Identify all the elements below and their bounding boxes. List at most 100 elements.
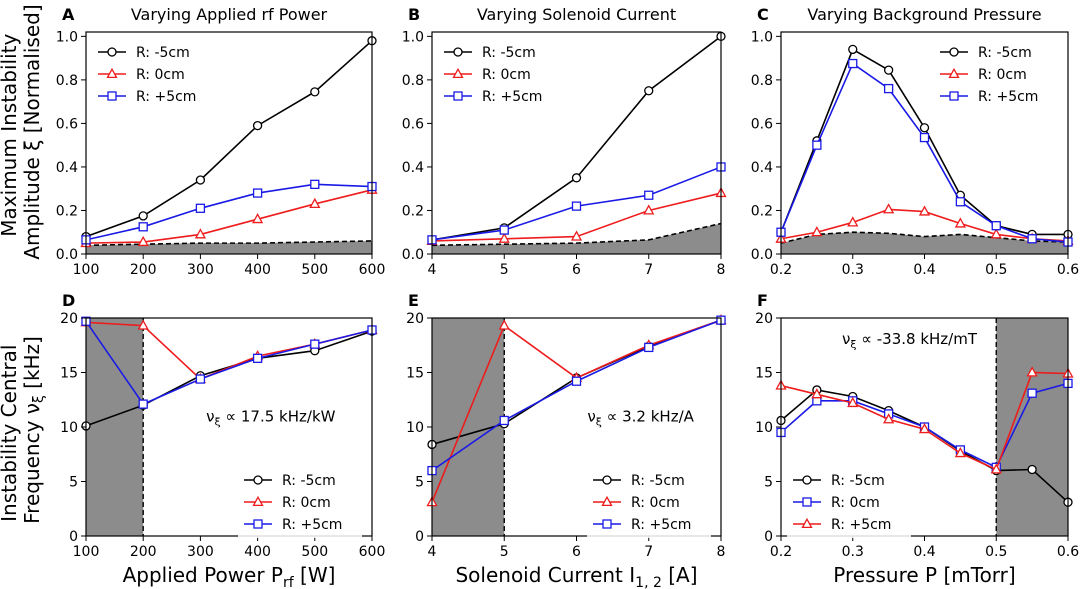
x-tick-label: 5 xyxy=(500,262,509,278)
x-tick-label: 0.4 xyxy=(913,544,935,560)
data-point xyxy=(195,175,206,185)
slope-annotation: νξ ∝ 17.5 kHz/kW xyxy=(206,408,336,429)
x-tick-label: 0.4 xyxy=(913,262,935,278)
data-point xyxy=(571,201,582,211)
y-tick-label: 15 xyxy=(755,366,773,382)
y-tick-label: 0.6 xyxy=(402,116,424,132)
y-tick-label: 0.0 xyxy=(402,247,424,263)
bottom-ylabel-sub: ξ xyxy=(31,395,47,403)
data-point xyxy=(571,376,582,386)
x-tick-label: 600 xyxy=(359,544,386,560)
data-point xyxy=(571,173,582,183)
x-tick-label: 100 xyxy=(73,262,100,278)
legend-marker xyxy=(949,47,959,57)
data-point xyxy=(990,228,1002,239)
data-point xyxy=(137,319,149,330)
noise-floor-area xyxy=(86,240,372,254)
data-point xyxy=(955,197,966,207)
legend-marker xyxy=(107,47,117,57)
data-point xyxy=(138,222,148,232)
data-point xyxy=(138,211,148,221)
y-tick-label: 20 xyxy=(406,311,424,327)
data-point xyxy=(252,213,264,224)
legend-marker xyxy=(601,495,613,507)
data-point xyxy=(883,203,895,214)
y-tick-label: 0 xyxy=(764,529,773,545)
x-tick-label: 100 xyxy=(73,544,100,560)
legend-marker xyxy=(801,517,813,529)
data-point xyxy=(570,230,583,241)
legend-label: R: +5cm xyxy=(978,89,1038,105)
data-point xyxy=(498,232,510,243)
x-tick-label: 0.3 xyxy=(842,262,864,278)
x-tick-label: 5 xyxy=(500,544,509,560)
legend-label: R: 0cm xyxy=(831,495,880,511)
y-tick-label: 0.2 xyxy=(56,203,78,219)
y-tick-label: 0.0 xyxy=(56,247,78,263)
x-tick-label: 0.2 xyxy=(770,544,792,560)
data-point xyxy=(1027,464,1037,475)
annotation-sub: ξ xyxy=(215,416,221,429)
data-point xyxy=(644,342,654,353)
legend-marker xyxy=(602,475,612,485)
legend-label: R: -5cm xyxy=(631,473,685,489)
panel-letter: F xyxy=(757,291,768,310)
x-tick-label: 4 xyxy=(428,262,437,278)
y-tick-label: 1.0 xyxy=(402,29,424,45)
x-tick-label: 8 xyxy=(717,544,726,560)
top-ylabel-line2: Amplitude ξ [Normalised] xyxy=(20,4,44,259)
series-line-1 xyxy=(85,189,373,244)
x-tick-label: 4 xyxy=(428,544,437,560)
legend-marker xyxy=(453,47,463,57)
data-point xyxy=(138,399,148,409)
data-point xyxy=(1026,366,1038,377)
x-tick-label: 300 xyxy=(187,262,214,278)
y-tick-label: 0.4 xyxy=(751,160,773,176)
panel-f: 0.2 0.3 0.4 0.5 0.6 0 5 10 15 20F Pressure P [mTor… xyxy=(755,291,1079,587)
bottom-ylabel-line1: Instability Central xyxy=(0,345,21,522)
panel-letter: B xyxy=(408,5,420,24)
x-tick-label: 500 xyxy=(301,262,328,278)
data-point xyxy=(812,140,822,150)
y-tick-label: 0.8 xyxy=(56,73,78,89)
x-tick-label: 0.2 xyxy=(770,262,792,278)
data-point xyxy=(499,225,509,235)
y-tick-label: 0.2 xyxy=(402,203,424,219)
legend-label: R: +5cm xyxy=(482,89,542,105)
slope-annotation: νξ ∝ 3.2 kHz/A xyxy=(587,408,694,429)
x-tick-label: 300 xyxy=(187,544,214,560)
panel-e: 4 5 6 7 8 0 5 10 15 20E Solenoid Current I1, 2 [A]… xyxy=(406,291,727,589)
annotation-text: ∝ -33.8 kHz/mT xyxy=(857,330,978,348)
y-tick-label: 15 xyxy=(406,366,424,382)
panel-d: 100 200 300 400 500 600 0 5 10 15 20D Applied Power… xyxy=(60,291,385,589)
legend-label: R: +5cm xyxy=(631,517,691,533)
x-tick-label: 8 xyxy=(717,262,726,278)
data-point xyxy=(252,353,263,363)
legend-marker xyxy=(602,519,612,529)
x-tick-label: 200 xyxy=(130,262,157,278)
panel-title: Varying Applied rf Power xyxy=(131,5,328,24)
x-axis-label: Pressure P [mTorr] xyxy=(833,563,1015,587)
data-point xyxy=(954,217,966,228)
legend: R: -5cm R: 0cm R: +5cm xyxy=(238,466,362,538)
legend-marker xyxy=(252,495,264,507)
legend-marker xyxy=(802,497,812,507)
annotation-sub: ξ xyxy=(596,416,602,429)
noise-floor-area xyxy=(432,223,721,254)
plot-frame xyxy=(431,31,722,255)
data-point xyxy=(309,197,321,208)
data-point xyxy=(883,413,895,424)
y-tick-label: 0.0 xyxy=(751,247,773,263)
annotation-text: ∝ 3.2 kHz/A xyxy=(602,408,695,426)
data-point xyxy=(811,388,823,399)
data-point xyxy=(644,86,654,96)
y-tick-label: 20 xyxy=(60,311,78,327)
panel-a: 100 200 300 400 500 600 0.0 0.2 0.4 0.6 0.8 1.0 A Var… xyxy=(56,5,386,278)
annotation-symbol: ν xyxy=(206,408,214,426)
legend-marker xyxy=(453,91,463,101)
x-tick-label: 200 xyxy=(130,544,157,560)
x-tick-label: 0.3 xyxy=(842,544,864,560)
data-point xyxy=(310,179,320,190)
legend-label: R: -5cm xyxy=(282,473,336,489)
